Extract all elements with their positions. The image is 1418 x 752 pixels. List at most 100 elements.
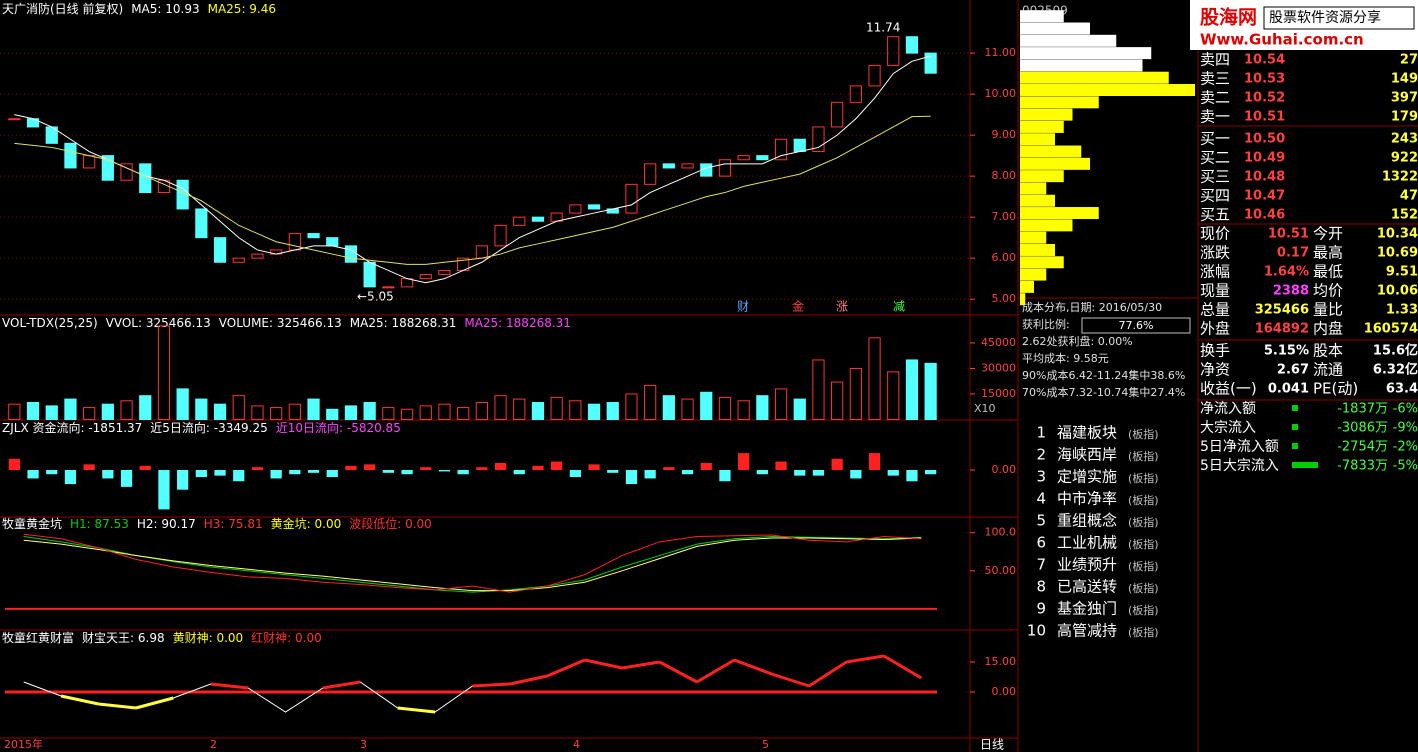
book-qty: 397 (1391, 91, 1418, 106)
flow-bar (46, 470, 58, 475)
candle (718, 159, 732, 177)
stat-value: 10.51 (1268, 227, 1309, 242)
sector-name[interactable]: 福建板块 (1057, 424, 1117, 442)
stat-value: 10.06 (1377, 284, 1418, 299)
candle (494, 224, 507, 247)
stat-label: 今开 (1313, 225, 1343, 243)
volume-bar (531, 401, 545, 420)
candle (213, 237, 227, 263)
volume-bar (307, 398, 320, 420)
flow-bar (850, 470, 862, 479)
flow-bar (719, 470, 731, 482)
date-label: 3 (360, 738, 367, 751)
stat-label: 现价 (1200, 225, 1230, 243)
flow-bar (681, 470, 694, 475)
flow-label: 5日净流入额 (1200, 439, 1279, 455)
y-tick-label: 100.0 (985, 526, 1017, 539)
flow-bar (345, 465, 357, 470)
y-tick-label: 30000 (981, 361, 1016, 374)
chip-bar (1020, 120, 1064, 133)
candle (681, 163, 694, 169)
candle (531, 216, 545, 222)
chip-bar (1020, 22, 1090, 35)
high-label: 11.74 (866, 21, 900, 35)
flow-bar (794, 470, 806, 476)
header-item: VOL-TDX(25,25) (2, 316, 98, 330)
volume-bar (195, 398, 208, 420)
volume-bar (587, 403, 601, 420)
stat-label: 流通 (1313, 361, 1343, 379)
sector-rank: 1 (1036, 424, 1046, 442)
stat-value: 1.33 (1386, 303, 1418, 318)
flow-bar (158, 470, 170, 510)
flow-bar (494, 462, 507, 470)
book-qty: 922 (1391, 151, 1418, 166)
flow-bar (420, 467, 432, 470)
y-tick-label: 6.00 (992, 251, 1017, 264)
sector-tag: (板指) (1128, 625, 1159, 639)
logo-sub-box (1263, 6, 1415, 30)
volume-bar (288, 403, 301, 420)
flow-bar (457, 470, 469, 475)
sector-name[interactable]: 工业机械 (1057, 534, 1117, 552)
book-qty: 149 (1391, 72, 1418, 87)
header-item: VVOL: 325466.13 (106, 316, 211, 330)
candle (195, 208, 208, 239)
flow-bar (588, 464, 600, 470)
candle (64, 142, 77, 169)
stat-value: 0.041 (1268, 382, 1309, 397)
flow-bar (532, 465, 544, 470)
sector-name[interactable]: 重组概念 (1057, 512, 1117, 530)
flow-bar (83, 464, 95, 470)
profit-box (1081, 317, 1191, 334)
sector-tag: (板指) (1128, 471, 1159, 485)
y-tick-label: 45000 (981, 336, 1016, 349)
volume-bar (326, 408, 339, 421)
line (23, 535, 922, 593)
chip-bar (1020, 170, 1064, 183)
sector-tag: (板指) (1128, 581, 1159, 595)
sector-name[interactable]: 中市净率 (1057, 490, 1117, 508)
sector-name[interactable]: 基金独门 (1057, 600, 1117, 618)
candle (101, 155, 114, 181)
panel-header: 天广消防(日线 前复权) MA5: 10.93 MA25: 9.46 (2, 1, 276, 16)
candle (905, 36, 919, 54)
chip-bar (1020, 231, 1047, 244)
candle (438, 269, 451, 276)
sector-name[interactable]: 海峡西岸 (1057, 446, 1117, 464)
wealth-segment (98, 702, 137, 710)
sector-name[interactable]: 高管减持 (1057, 622, 1117, 640)
book-price: 10.49 (1244, 151, 1285, 166)
chip-bar (1020, 243, 1055, 256)
sector-name[interactable]: 业绩预升 (1057, 556, 1117, 574)
volume-bar (139, 395, 152, 420)
flow-bar (663, 467, 675, 470)
flow-bar (139, 465, 151, 470)
book-label: 卖四 (1200, 51, 1230, 69)
sector-name[interactable]: 已高送转 (1057, 578, 1117, 596)
book-price: 10.52 (1244, 91, 1285, 106)
stat-label: PE(动) (1313, 380, 1358, 398)
flow-bar (120, 470, 133, 487)
candle (513, 216, 526, 226)
chip-bar (1020, 194, 1055, 207)
header-item: MA25: 188268.31 (350, 316, 457, 330)
sector-name[interactable]: 定增实施 (1057, 468, 1117, 486)
volume-bar (756, 395, 769, 420)
header-item: 黄金坑: 0.00 (271, 516, 342, 531)
wealth-segment (808, 660, 848, 688)
chip-bar (1020, 182, 1047, 195)
logo-box (1190, 0, 1418, 50)
y-tick-label: 15000 (981, 387, 1016, 400)
flow-bar (251, 467, 264, 470)
flow-pct: -2% (1393, 440, 1418, 455)
flow-bar (382, 470, 394, 473)
stat-label: 最高 (1313, 244, 1343, 262)
stat-value: 2.67 (1277, 363, 1309, 378)
flow-pct: -5% (1393, 459, 1418, 474)
volume-bar (438, 403, 451, 420)
flow-amount: -7833万 (1337, 459, 1388, 474)
wealth-segment (60, 694, 99, 706)
flow-amount: -1837万 (1337, 402, 1388, 417)
flow-bar (364, 464, 376, 470)
